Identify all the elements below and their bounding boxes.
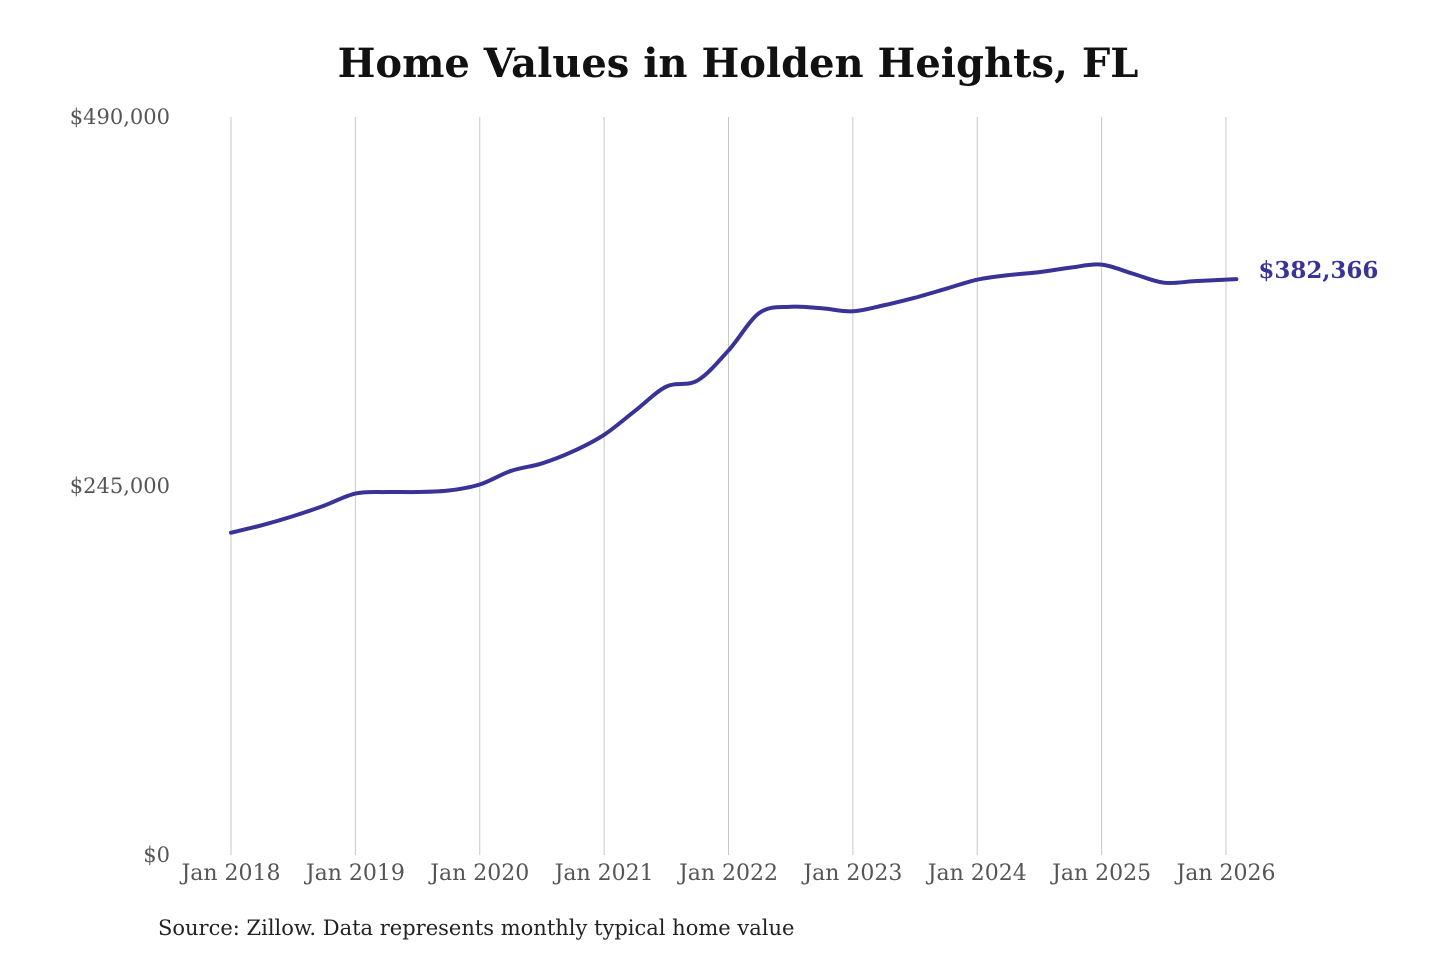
source-note: Source: Zillow. Data represents monthly … [158,916,795,940]
y-tick-label: $0 [143,843,170,867]
chart-title: Home Values in Holden Heights, FL [337,40,1139,87]
y-tick-label: $245,000 [70,474,170,498]
x-tick-label: Jan 2026 [1174,861,1275,886]
y-tick-label: $490,000 [70,105,170,129]
x-tick-label: Jan 2022 [677,861,778,886]
x-tick-label: Jan 2018 [179,861,280,886]
y-tick-layer: $0 $245,000 $490,000 [70,105,170,867]
x-tick-label: Jan 2019 [304,861,405,886]
x-tick-label: Jan 2024 [926,861,1027,886]
series-layer [229,262,1239,535]
x-tick-label: Jan 2020 [428,861,529,886]
grid-layer [230,117,1227,855]
label-layer: $382,366 [1258,257,1378,284]
end-value-label: $382,366 [1258,257,1378,284]
series-line [229,262,1239,535]
x-tick-label: Jan 2021 [553,861,654,886]
x-tick-layer: Jan 2018 Jan 2019 Jan 2020 Jan 2021 Jan 2022… [179,861,1275,886]
x-tick-label: Jan 2025 [1050,861,1151,886]
x-tick-label: Jan 2023 [801,861,902,886]
